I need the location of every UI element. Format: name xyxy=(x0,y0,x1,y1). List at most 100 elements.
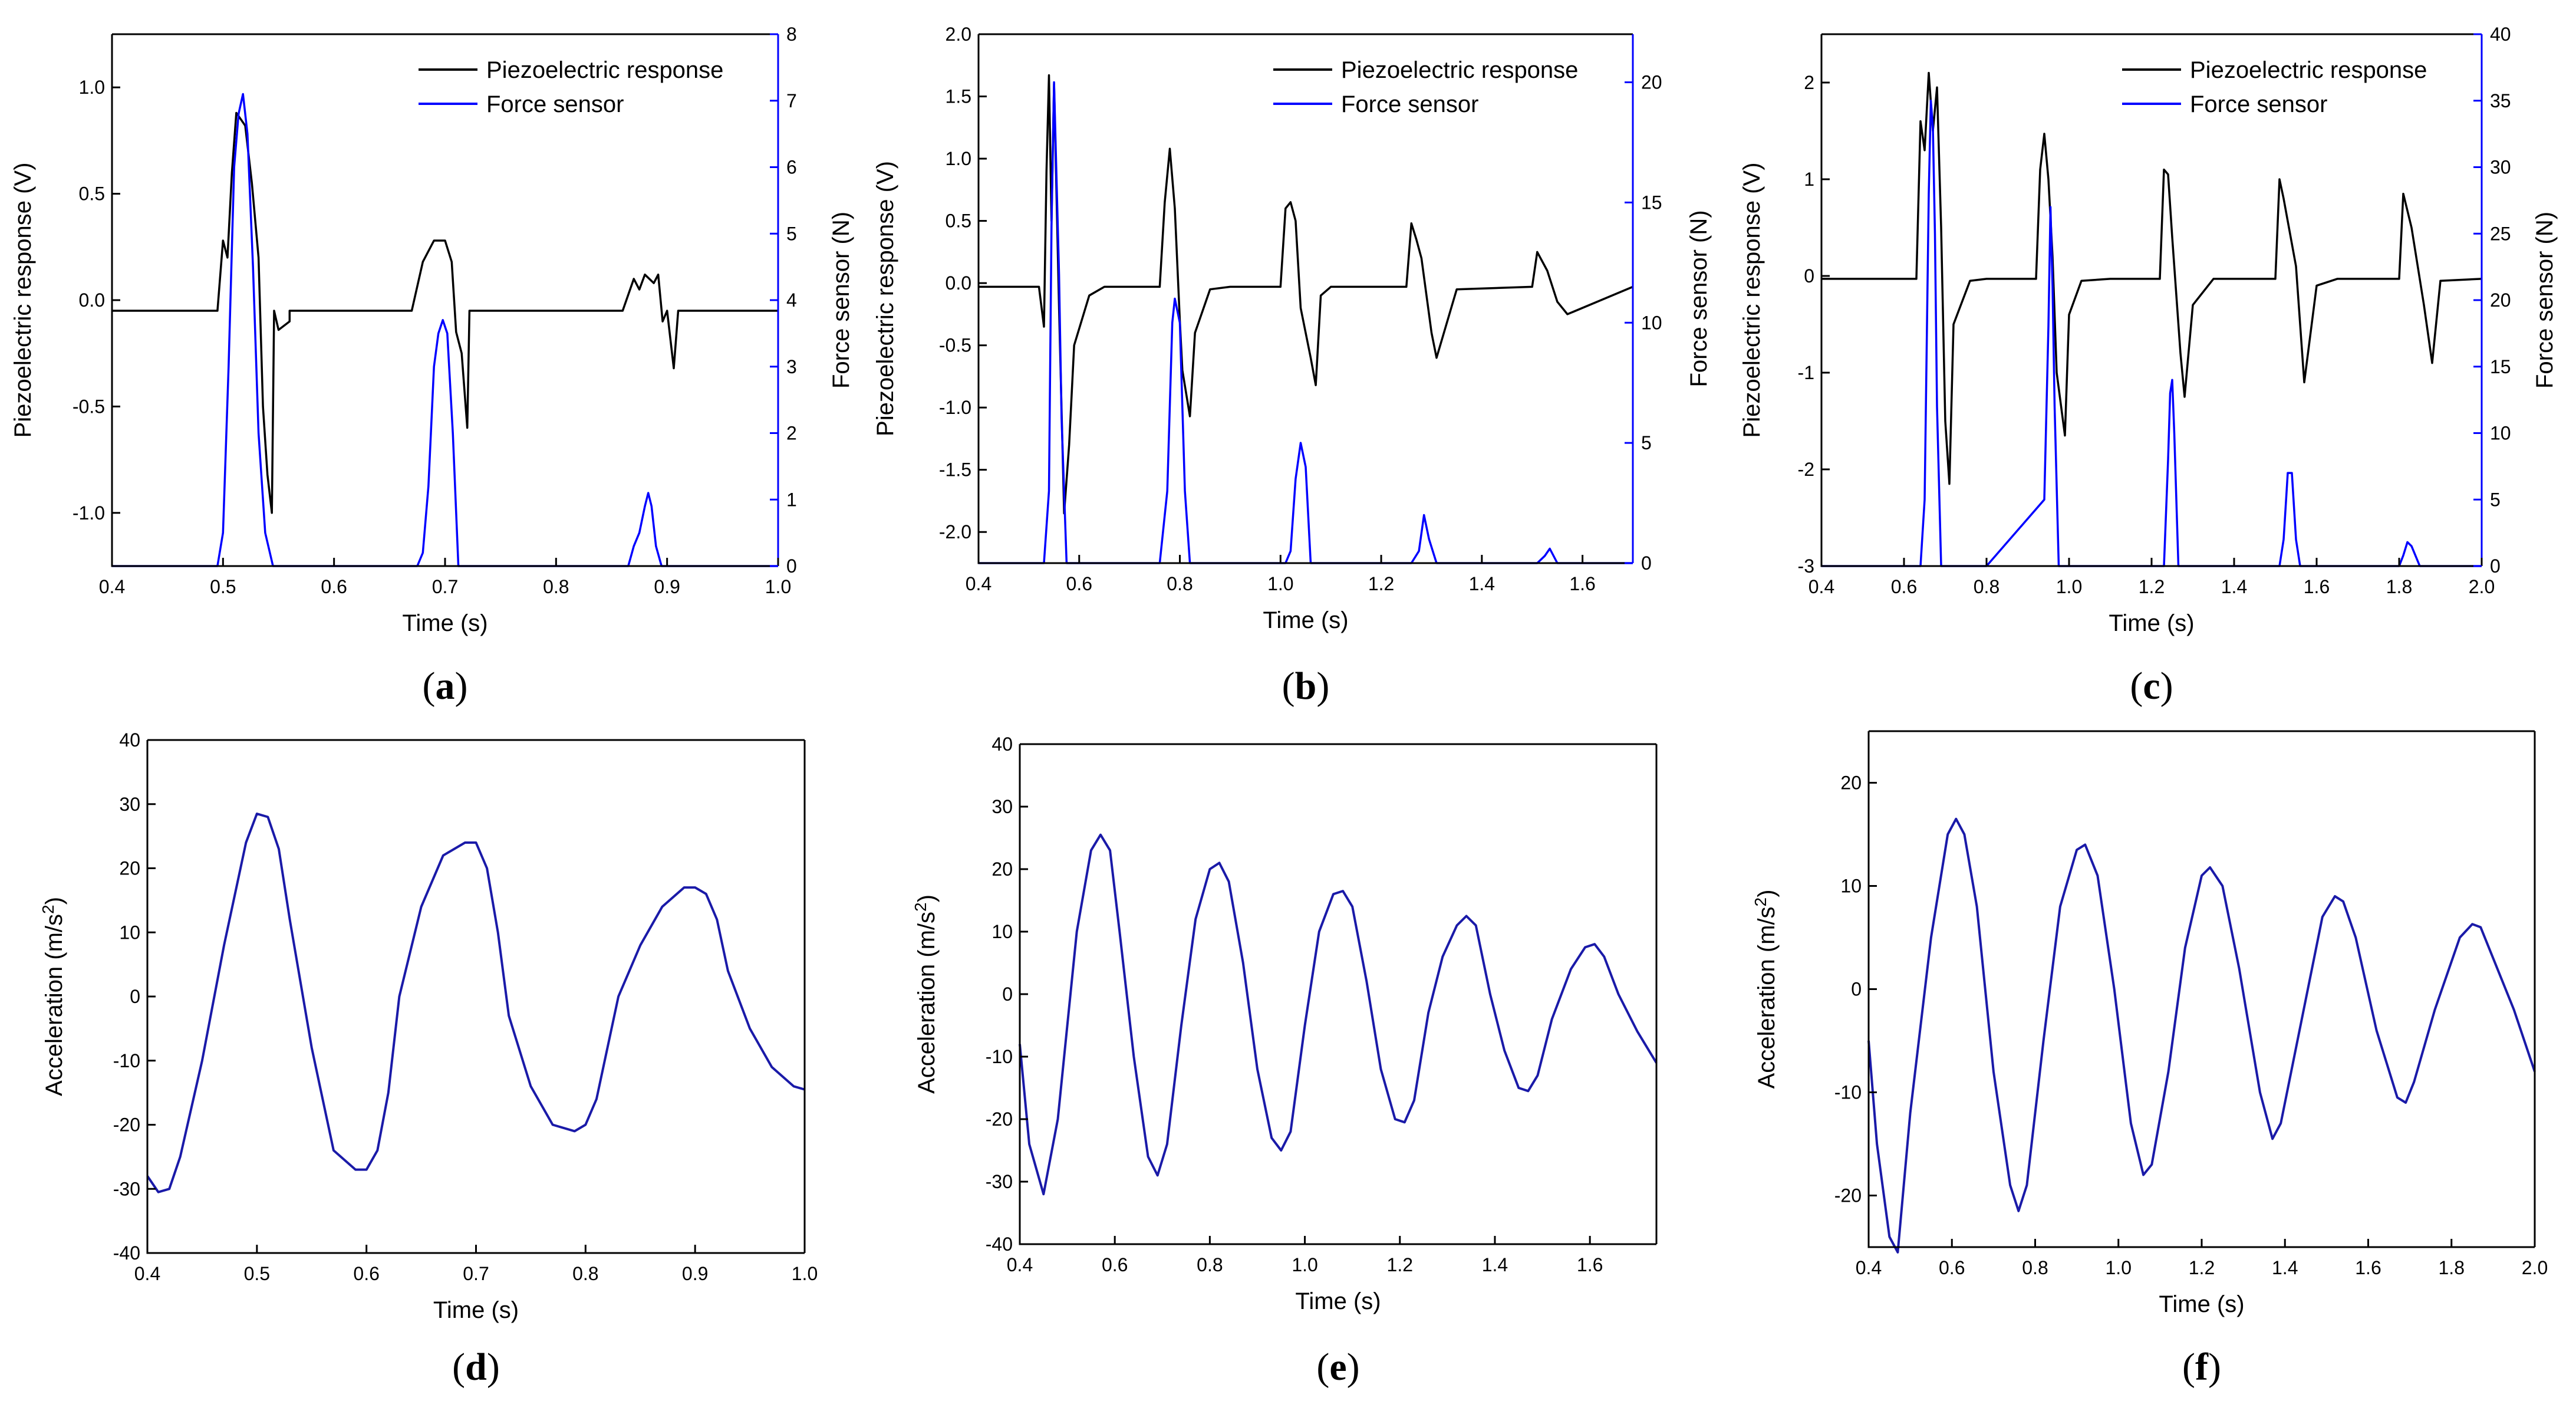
y-axis-label-end: ) xyxy=(41,897,67,905)
y-axis-label: Piezoelectric response (V) xyxy=(1739,163,1765,438)
panel-label-letter: d xyxy=(465,1346,487,1389)
y2-tick-label: 3 xyxy=(786,356,797,377)
y-tick-label: 40 xyxy=(119,729,140,751)
y-tick-label: -1.0 xyxy=(939,397,971,418)
y2-tick-label: 1 xyxy=(786,489,797,510)
y-tick-label: -40 xyxy=(113,1242,140,1264)
x-tick-label: 0.6 xyxy=(321,576,347,597)
y-axis-label-end: ) xyxy=(1754,890,1780,897)
x-axis-label: Time (s) xyxy=(2109,610,2194,636)
x-tick-label: 1.0 xyxy=(2106,1257,2132,1278)
chart-panel-2: 0.4 0.6 0.8 1.0 1.2 1.4 1.6 -2.0 -1.5 -1.0 -0.5 0.0… xyxy=(872,24,1712,708)
series-line-acceleration xyxy=(146,813,805,1193)
x-tick-label: 1.2 xyxy=(2139,576,2165,597)
panel-label-close: ) xyxy=(2160,665,2173,708)
x-tick-label: 0.6 xyxy=(353,1263,379,1284)
y-tick-label: 2.0 xyxy=(946,24,971,45)
x-tick-label: 0.6 xyxy=(1939,1257,1965,1278)
series-line-force-sensor xyxy=(112,93,778,567)
x-tick-label: 0.4 xyxy=(134,1263,160,1284)
x-tick-label: 1.4 xyxy=(2272,1257,2298,1278)
x-axis-label: Time (s) xyxy=(433,1297,519,1323)
y-tick-label: -10 xyxy=(113,1050,140,1071)
y-tick-label: -3 xyxy=(1798,555,1814,577)
panel-label-open: ( xyxy=(452,1346,465,1389)
y-tick-label: 0.5 xyxy=(946,211,971,232)
y-tick-label: -30 xyxy=(113,1178,140,1199)
x-tick-label: 0.8 xyxy=(572,1263,598,1284)
y2-tick-label: 4 xyxy=(786,290,797,311)
y-tick-label: 40 xyxy=(991,734,1013,755)
x-tick-label: 0.4 xyxy=(1856,1257,1882,1278)
legend-entry: Force sensor xyxy=(486,91,624,117)
y-tick-label: -10 xyxy=(986,1046,1013,1067)
panel-label-open: ( xyxy=(1316,1346,1329,1389)
y2-axis-label: Force sensor (N) xyxy=(2532,212,2558,389)
y-axis-label-superscript: 2 xyxy=(39,905,57,914)
x-tick-label: 0.4 xyxy=(1809,576,1834,597)
y-axis-label-superscript: 2 xyxy=(1751,897,1770,907)
x-tick-label: 1.6 xyxy=(1577,1254,1603,1275)
panel-label: (c) xyxy=(2130,665,2173,708)
y2-tick-label: 15 xyxy=(2490,356,2511,377)
y-tick-label: 20 xyxy=(119,858,140,879)
chart-panel-1: 0.4 0.5 0.6 0.7 0.8 0.9 1.0-1.0-0.50.00.51.001… xyxy=(10,24,854,708)
x-tick-label: 0.8 xyxy=(2022,1257,2048,1278)
x-tick-label: 0.5 xyxy=(244,1263,270,1284)
y2-tick-label: 7 xyxy=(786,90,797,111)
x-tick-label: 1.6 xyxy=(1569,573,1595,594)
y2-tick-label: 20 xyxy=(1641,72,1662,93)
panel-label: (e) xyxy=(1316,1346,1359,1389)
x-tick-label: 0.6 xyxy=(1066,573,1092,594)
series-line-piezoelectric-response xyxy=(112,111,778,514)
x-axis-label: Time (s) xyxy=(2159,1291,2244,1317)
panel-label-open: ( xyxy=(2130,665,2143,708)
y2-tick-label: 20 xyxy=(2490,290,2511,311)
panel-label-close: ) xyxy=(1347,1346,1360,1389)
x-tick-label: 0.6 xyxy=(1102,1254,1128,1275)
y-tick-label: 1.0 xyxy=(946,148,971,169)
chart-panel-5: 0.4 0.6 0.8 1.0 1.2 1.4 1.6 -40 -30 -20 -10 0 10 20 30… xyxy=(911,734,1658,1389)
y-tick-label: 1.0 xyxy=(79,77,105,98)
x-tick-label: 0.8 xyxy=(1197,1254,1223,1275)
y-axis-label: Acceleration (m/s2) xyxy=(911,894,940,1094)
x-axis-label: Time (s) xyxy=(1263,607,1348,633)
y2-tick-label: 6 xyxy=(786,157,797,178)
panel-label: (a) xyxy=(423,665,468,708)
y-tick-label: -20 xyxy=(113,1114,140,1136)
y-tick-label: 10 xyxy=(1840,876,1862,897)
x-tick-label: 1.6 xyxy=(2304,576,2330,597)
y2-tick-label: 5 xyxy=(786,223,797,244)
panel-label-close: ) xyxy=(2208,1346,2221,1389)
panel-label-letter: f xyxy=(2195,1346,2209,1389)
y2-axis-label: Force sensor (N) xyxy=(828,212,854,389)
legend-entry: Force sensor xyxy=(1341,91,1478,117)
series-line-force-sensor xyxy=(979,81,1633,564)
y-tick-label: 1.5 xyxy=(946,86,971,107)
y2-tick-label: 40 xyxy=(2490,24,2511,45)
y-tick-label: 20 xyxy=(1840,772,1862,794)
x-tick-label: 0.8 xyxy=(543,576,569,597)
y-tick-label: 10 xyxy=(119,922,140,943)
y-axis-label: Acceleration (m/s2) xyxy=(39,897,67,1096)
y2-tick-label: 10 xyxy=(2490,423,2511,444)
y-tick-label: -20 xyxy=(986,1109,1013,1130)
x-axis-label: Time (s) xyxy=(1295,1288,1381,1314)
x-tick-label: 0.5 xyxy=(210,576,236,597)
y2-tick-label: 8 xyxy=(786,24,797,45)
chart-panel-3: 0.4 0.6 0.8 1.0 1.2 1.4 1.6 1.8 2.0-3-2-10120510… xyxy=(1739,24,2558,708)
y-tick-label: -0.5 xyxy=(939,335,971,356)
x-tick-label: 1.8 xyxy=(2386,576,2412,597)
panel-label-close: ) xyxy=(455,665,468,708)
x-tick-label: 1.2 xyxy=(1387,1254,1413,1275)
y2-tick-label: 25 xyxy=(2490,223,2511,244)
axis-frame xyxy=(1867,731,2535,1248)
y2-tick-label: 0 xyxy=(2490,555,2501,577)
x-tick-label: 1.0 xyxy=(1267,573,1293,594)
y2-tick-label: 10 xyxy=(1641,312,1662,333)
y-tick-label: -20 xyxy=(1834,1185,1862,1206)
y-tick-label: 2 xyxy=(1804,72,1814,93)
x-tick-label: 1.4 xyxy=(1482,1254,1508,1275)
y-tick-label: -1.5 xyxy=(939,459,971,481)
